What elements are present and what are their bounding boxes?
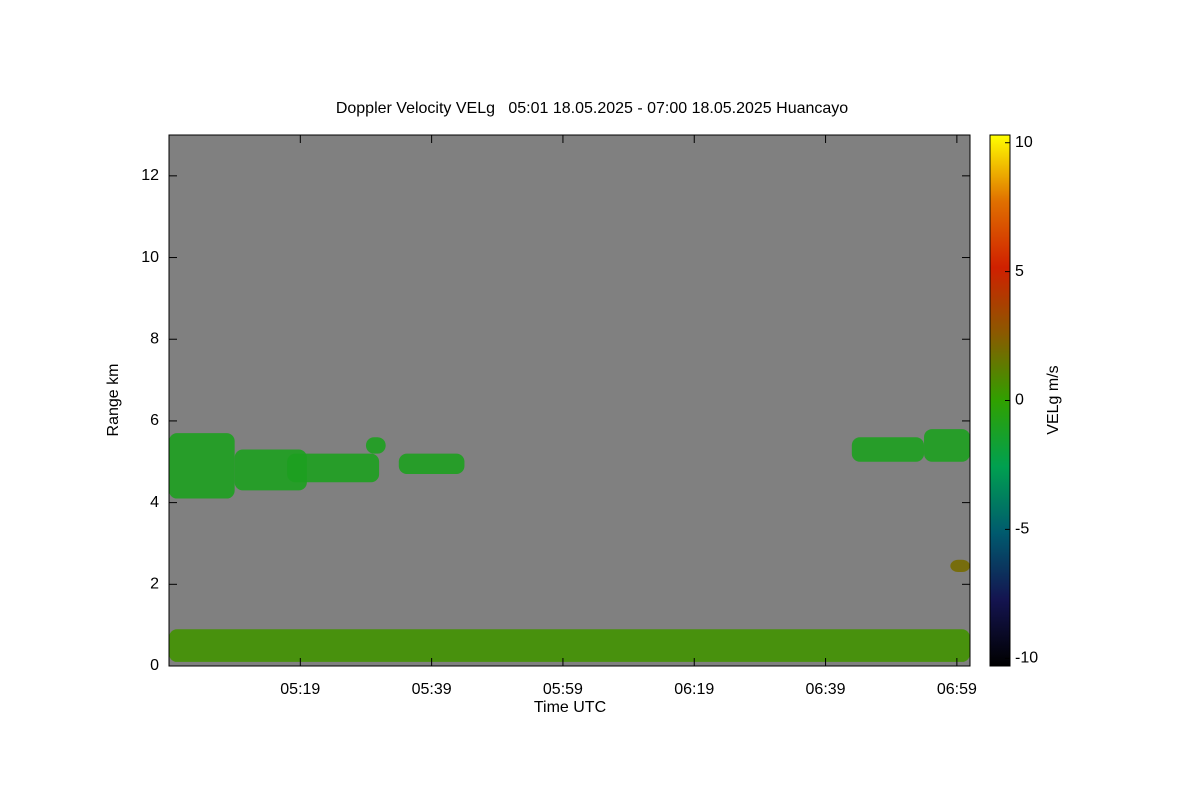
echo [851, 437, 925, 462]
y-tick-label: 6 [150, 412, 159, 429]
colorbar-tick-label: 0 [1015, 392, 1024, 409]
x-tick-label: 06:59 [937, 681, 977, 698]
y-tick-label: 12 [141, 167, 159, 184]
plot-frame [168, 134, 971, 667]
x-axis-label: Time UTC [534, 699, 606, 716]
x-tick-label: 05:19 [280, 681, 320, 698]
echo [287, 453, 380, 483]
colorbar-tick-label: -5 [1015, 521, 1029, 538]
y-tick-label: 4 [150, 494, 159, 511]
echo [169, 629, 970, 662]
echo [950, 559, 970, 573]
y-tick-label: 10 [141, 249, 159, 266]
x-tick-label: 05:59 [543, 681, 583, 698]
y-tick-label: 2 [150, 576, 159, 593]
y-axis-label: Range km [105, 364, 122, 437]
x-tick-label: 06:39 [806, 681, 846, 698]
y-tick-label: 0 [150, 657, 159, 674]
colorbar-tick-label: -10 [1015, 649, 1038, 666]
colorbar-tick-label: 5 [1015, 263, 1024, 280]
x-tick-label: 06:19 [674, 681, 714, 698]
echo [924, 429, 970, 462]
y-tick-label: 8 [150, 330, 159, 347]
plot-background [169, 135, 970, 666]
echo [169, 433, 235, 499]
echo [398, 453, 465, 475]
colorbar-label: VELg m/s [1045, 365, 1062, 434]
echo-layer [169, 429, 970, 662]
chart-title: Doppler Velocity VELg 05:01 18.05.2025 -… [336, 100, 848, 117]
colorbar-tick-label: 10 [1015, 134, 1033, 151]
x-tick-label: 05:39 [412, 681, 452, 698]
echo [365, 437, 386, 454]
